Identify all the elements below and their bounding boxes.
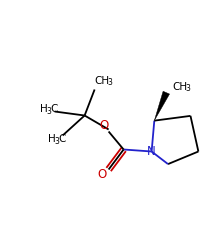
Text: C: C [58,134,65,144]
Text: 3: 3 [107,78,112,87]
Text: CH: CH [94,75,109,86]
Text: O: O [99,119,108,132]
Text: H: H [40,104,48,114]
Polygon shape [154,91,170,121]
Text: CH: CH [173,82,188,92]
Text: 3: 3 [54,137,59,146]
Text: H: H [48,134,55,144]
Text: 3: 3 [46,107,51,116]
Text: N: N [147,145,156,158]
Text: C: C [50,104,57,114]
Text: 3: 3 [186,84,191,93]
Text: O: O [97,168,106,181]
